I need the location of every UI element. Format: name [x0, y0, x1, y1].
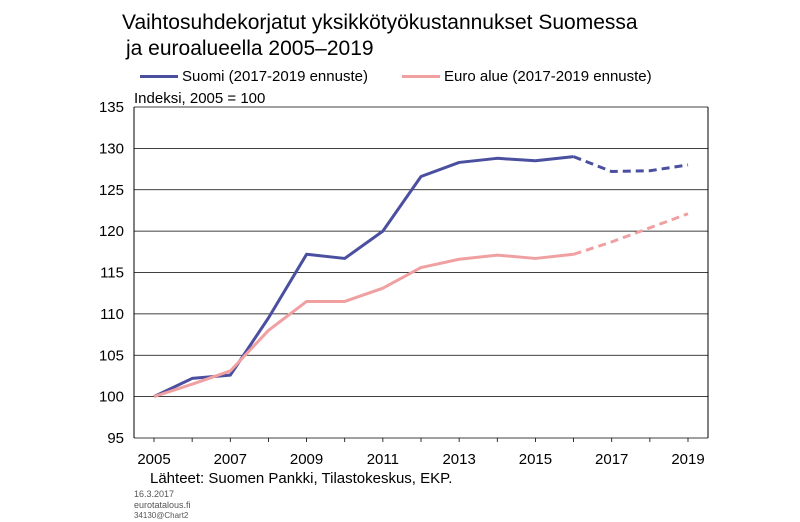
legend-swatch-euro: [402, 75, 440, 78]
chart-title-line-2: ja euroalueella 2005–2019: [126, 37, 374, 60]
legend-label-suomi: Suomi (2017-2019 ennuste): [182, 68, 368, 85]
series-line-suomi: [153, 155, 574, 398]
unit-label: Indeksi, 2005 = 100: [134, 90, 266, 107]
source-note: Lähteet: Suomen Pankki, Tilastokeskus, E…: [150, 470, 453, 487]
series-forecast-line-euro: [573, 212, 689, 256]
x-tick-label: 2019: [671, 451, 704, 468]
legend-label-euro: Euro alue (2017-2019 ennuste): [444, 68, 652, 85]
x-tick-label: 2011: [367, 451, 399, 468]
series-forecast-line-suomi: [573, 155, 689, 174]
meta-date: 16.3.2017: [134, 489, 175, 499]
x-tick-label: 2007: [214, 451, 247, 468]
meta-site: eurotatalous.fi: [134, 500, 191, 510]
y-tick-label: 115: [100, 265, 124, 282]
y-tick-label: 100: [99, 389, 124, 406]
legend-item-suomi: Suomi (2017-2019 ennuste): [140, 68, 368, 85]
meta-code: 34130@Chart2: [134, 511, 189, 520]
series-line-euro: [153, 252, 574, 399]
y-tick-label: 135: [99, 99, 124, 116]
legend-item-euro: Euro alue (2017-2019 ennuste): [402, 68, 652, 85]
x-tick-label: 2005: [137, 451, 170, 468]
chart-title-line-1: Vaihtosuhdekorjatut yksikkötyökustannuks…: [122, 11, 638, 34]
x-tick-label: 2015: [519, 451, 552, 468]
y-tick-label: 95: [107, 430, 124, 447]
x-tick-label: 2013: [442, 451, 475, 468]
y-tick-label: 125: [99, 182, 124, 199]
y-tick-label: 120: [99, 223, 124, 240]
x-tick-label: 2009: [290, 451, 323, 468]
y-tick-label: 130: [99, 140, 124, 157]
chart-title: Vaihtosuhdekorjatut yksikkötyökustannuks…: [122, 10, 638, 62]
y-tick-label: 110: [100, 306, 124, 323]
y-tick-label: 105: [99, 347, 124, 364]
legend-swatch-suomi: [140, 75, 178, 78]
x-tick-label: 2017: [595, 451, 628, 468]
legend: Suomi (2017-2019 ennuste) Euro alue (201…: [120, 68, 760, 88]
